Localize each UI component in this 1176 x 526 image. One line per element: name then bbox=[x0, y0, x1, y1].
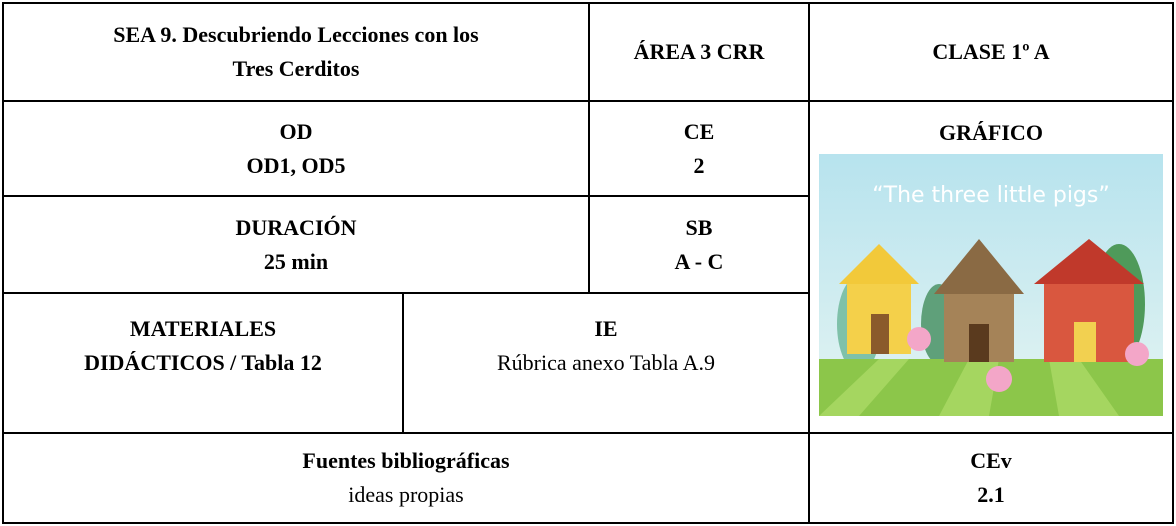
sb-cell: SB A - C bbox=[588, 195, 810, 294]
sb-value: A - C bbox=[674, 248, 724, 274]
ie-cell: IE Rúbrica anexo Tabla A.9 bbox=[402, 292, 810, 434]
duracion-cell: DURACIÓN 25 min bbox=[2, 195, 590, 294]
area-cell: ÁREA 3 CRR bbox=[588, 2, 810, 102]
materiales-line: MATERIALES bbox=[129, 316, 277, 341]
area: ÁREA 3 CRR bbox=[633, 39, 765, 64]
image-text: “The three little pigs” bbox=[872, 183, 1110, 208]
ie-value: Rúbrica anexo Tabla A.9 bbox=[497, 350, 715, 375]
grafico-cell: GRÁFICO “The three little pigs” bbox=[808, 100, 1174, 434]
sb-label: SB bbox=[685, 214, 713, 240]
cev-label: CEv bbox=[970, 448, 1012, 473]
duracion-label: DURACIÓN bbox=[235, 214, 357, 240]
illustration: “The three little pigs” bbox=[819, 154, 1163, 416]
grafico-label: GRÁFICO bbox=[939, 120, 1043, 145]
od-value: OD1, OD5 bbox=[246, 152, 346, 178]
materiales-cell: MATERIALES DIDÁCTICOS / Tabla 12 bbox=[2, 292, 404, 434]
cev-value: 2.1 bbox=[977, 482, 1005, 507]
title-line: SEA 9. Descubriendo Lecciones con los bbox=[113, 22, 479, 47]
title-line: Tres Cerditos bbox=[232, 56, 360, 81]
ce-value: 2 bbox=[693, 152, 705, 178]
cev-cell: CEv 2.1 bbox=[808, 432, 1174, 524]
ie-label: IE bbox=[594, 316, 618, 341]
od-label: OD bbox=[279, 118, 313, 144]
title-cell: SEA 9. Descubriendo Lecciones con los Tr… bbox=[2, 2, 590, 102]
duracion-value: 25 min bbox=[263, 248, 329, 274]
materiales-line: DIDÁCTICOS / Tabla 12 bbox=[84, 350, 322, 375]
ce-label: CE bbox=[683, 118, 715, 144]
od-cell: OD OD1, OD5 bbox=[2, 100, 590, 197]
fuentes-cell: Fuentes bibliográficas ideas propias bbox=[2, 432, 810, 524]
fuentes-value: ideas propias bbox=[348, 482, 464, 507]
ce-cell: CE 2 bbox=[588, 100, 810, 197]
class: CLASE 1º A bbox=[932, 39, 1050, 64]
fuentes-label: Fuentes bibliográficas bbox=[302, 448, 510, 473]
class-cell: CLASE 1º A bbox=[808, 2, 1174, 102]
